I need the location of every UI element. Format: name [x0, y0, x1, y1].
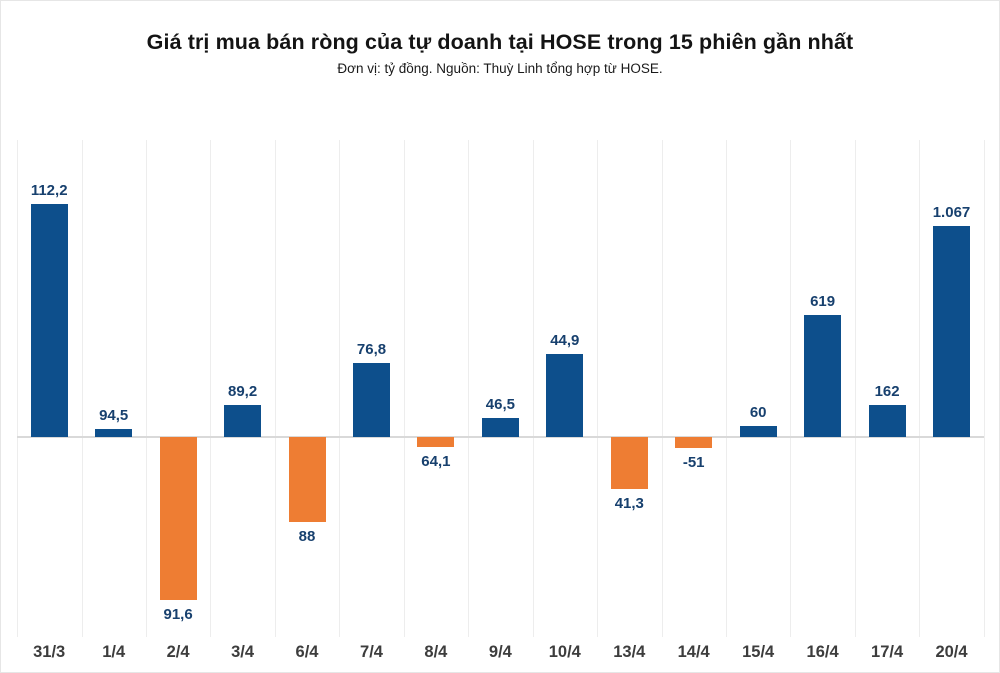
bar-value-label: 46,5 [485, 396, 515, 413]
x-axis-label: 15/4 [742, 643, 775, 661]
bar-value-label: 88 [298, 528, 316, 545]
x-axis-label: 10/4 [548, 643, 581, 661]
vertical-gridline [532, 140, 534, 637]
bar-31-3 [30, 204, 68, 437]
bar-value-label: 1.067 [932, 204, 971, 221]
vertical-gridline [661, 140, 663, 637]
x-axis-label: 6/4 [295, 643, 319, 661]
vertical-gridline [726, 140, 727, 637]
vertical-gridline [983, 140, 985, 637]
bar-value-label: 64,1 [421, 453, 451, 470]
vertical-gridline [210, 140, 212, 637]
bar-value-label: -51 [682, 454, 705, 471]
x-axis-label: 31/3 [33, 643, 66, 661]
bar-16-4 [804, 315, 842, 437]
bar-2-4 [159, 437, 197, 600]
chart-title: Giá trị mua bán ròng của tự doanh tại HO… [146, 30, 854, 54]
x-axis-label: 20/4 [935, 643, 968, 661]
vertical-gridline [919, 140, 921, 637]
vertical-gridline [403, 140, 405, 637]
vertical-gridline [339, 140, 341, 637]
bar-value-label: 112,2 [30, 182, 68, 199]
vertical-gridline [17, 140, 18, 637]
bar-value-label: 89,2 [227, 383, 258, 400]
bar-13-4 [610, 437, 648, 489]
bar-3-4 [224, 405, 262, 437]
bar-15-4 [739, 426, 777, 437]
vertical-gridline [274, 140, 276, 637]
bar-value-label: 619 [810, 293, 836, 310]
bar-value-label: 94,5 [99, 407, 129, 424]
x-axis-label: 16/4 [806, 643, 839, 661]
bar-10-4 [546, 354, 584, 437]
x-axis-label: 3/4 [231, 643, 255, 661]
x-axis-label: 13/4 [613, 643, 646, 661]
vertical-gridline [790, 140, 792, 637]
vertical-gridline [597, 140, 599, 637]
bar-value-label: 162 [874, 383, 900, 400]
bar-6-4 [288, 437, 326, 522]
vertical-gridline [854, 140, 856, 637]
x-axis-label: 7/4 [360, 643, 383, 661]
bar-value-label: 91,6 [163, 606, 193, 623]
bar-value-label: 41,3 [614, 495, 644, 512]
vertical-gridline [81, 140, 83, 637]
bar-value-label: 60 [749, 404, 767, 421]
bar-value-label: 44,9 [550, 332, 580, 349]
bar-value-label: 76,8 [356, 341, 387, 358]
x-axis-label: 17/4 [871, 643, 904, 661]
x-axis-label: 14/4 [677, 643, 710, 661]
x-axis-label: 8/4 [424, 643, 448, 661]
bar-1-4 [95, 429, 133, 437]
x-axis-label: 1/4 [102, 643, 126, 661]
bar-8-4 [417, 437, 455, 447]
bar-9-4 [481, 418, 519, 437]
chart-subtitle: Đơn vị: tỷ đồng. Nguồn: Thuỳ Linh tổng h… [337, 61, 663, 76]
bar-17-4 [868, 405, 906, 437]
zero-axis-line [17, 436, 984, 438]
x-axis-label: 9/4 [488, 643, 512, 661]
bar-14-4 [675, 437, 713, 448]
x-axis-label: 2/4 [166, 643, 190, 661]
bar-7-4 [353, 363, 390, 437]
bar-20-4 [933, 226, 970, 437]
vertical-gridline [468, 140, 470, 637]
vertical-gridline [145, 140, 147, 637]
